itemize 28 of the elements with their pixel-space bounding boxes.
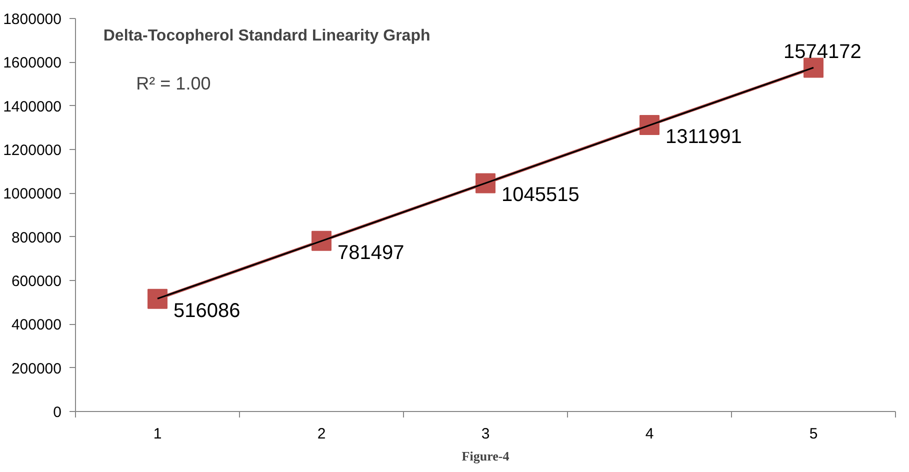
x-tick-label: 2 [317, 426, 326, 442]
text: Figure-4 [462, 448, 510, 464]
y-tick-label: 1800000 [3, 11, 62, 28]
y-tick-label: 800000 [11, 229, 62, 246]
data-label: 1311991 [666, 126, 742, 148]
data-label: 781497 [338, 242, 404, 264]
y-tick-label: 600000 [11, 273, 62, 290]
annotation: R² = 1.00 [136, 73, 211, 94]
data-label: 1574172 [784, 40, 862, 63]
y-tick-label: 1600000 [3, 54, 62, 72]
y-tick-label: 0 [53, 404, 62, 421]
text: Delta-Tocopherol Standard Linearity Graph [103, 28, 430, 45]
data-label: 516086 [174, 300, 240, 322]
x-tick-label: 5 [809, 426, 818, 442]
y-tick-label: 1200000 [3, 142, 62, 159]
y-tick-label: 1000000 [3, 186, 62, 203]
point [148, 288, 168, 309]
y-tick-label: 1400000 [3, 98, 62, 116]
x-tick-label: 1 [153, 426, 162, 442]
point [804, 58, 824, 78]
y-tick-label: 200000 [11, 360, 62, 378]
point [312, 230, 332, 251]
point [476, 173, 496, 194]
point [640, 115, 660, 136]
y-tick-label: 400000 [11, 316, 62, 334]
x-tick-label: 3 [481, 426, 490, 442]
data-label: 1045515 [502, 184, 580, 206]
x-tick-label: 4 [645, 426, 654, 442]
